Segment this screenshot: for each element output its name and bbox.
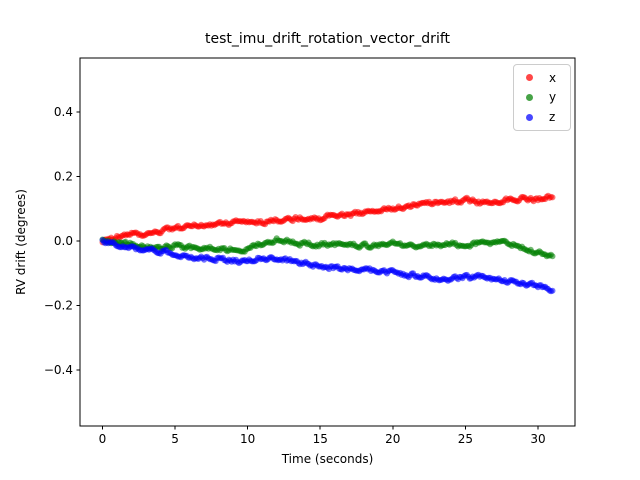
- x-tick-label: 30: [530, 432, 545, 446]
- legend-entry-z: z: [514, 111, 570, 123]
- chart-title: test_imu_drift_rotation_vector_drift: [205, 31, 450, 47]
- legend-marker-x-icon: [526, 74, 533, 82]
- x-tick-label: 0: [99, 432, 107, 446]
- x-tick-label: 25: [458, 432, 473, 446]
- x-tick-label: 15: [313, 432, 328, 446]
- legend-label-y: y: [549, 90, 557, 105]
- x-tick-label: 5: [171, 432, 179, 446]
- legend-label-z: z: [549, 110, 556, 125]
- legend-marker-z-icon: [526, 113, 533, 121]
- y-axis-label: RV drift (degrees): [14, 189, 28, 295]
- y-tick-label: −0.2: [44, 298, 73, 312]
- legend-marker-y-icon: [526, 93, 533, 101]
- legend-entry-x: x: [514, 72, 570, 84]
- legend: x y z: [513, 64, 571, 131]
- x-tick-label: 10: [240, 432, 255, 446]
- x-tick-label: 20: [385, 432, 400, 446]
- x-axis-label: Time (seconds): [281, 452, 374, 466]
- y-tick-label: −0.4: [44, 363, 73, 377]
- y-tick-label: 0.2: [54, 169, 73, 183]
- y-tick-label: 0.0: [54, 234, 73, 248]
- legend-entry-y: y: [514, 91, 570, 103]
- y-tick-label: 0.4: [54, 105, 73, 119]
- legend-label-x: x: [549, 70, 557, 85]
